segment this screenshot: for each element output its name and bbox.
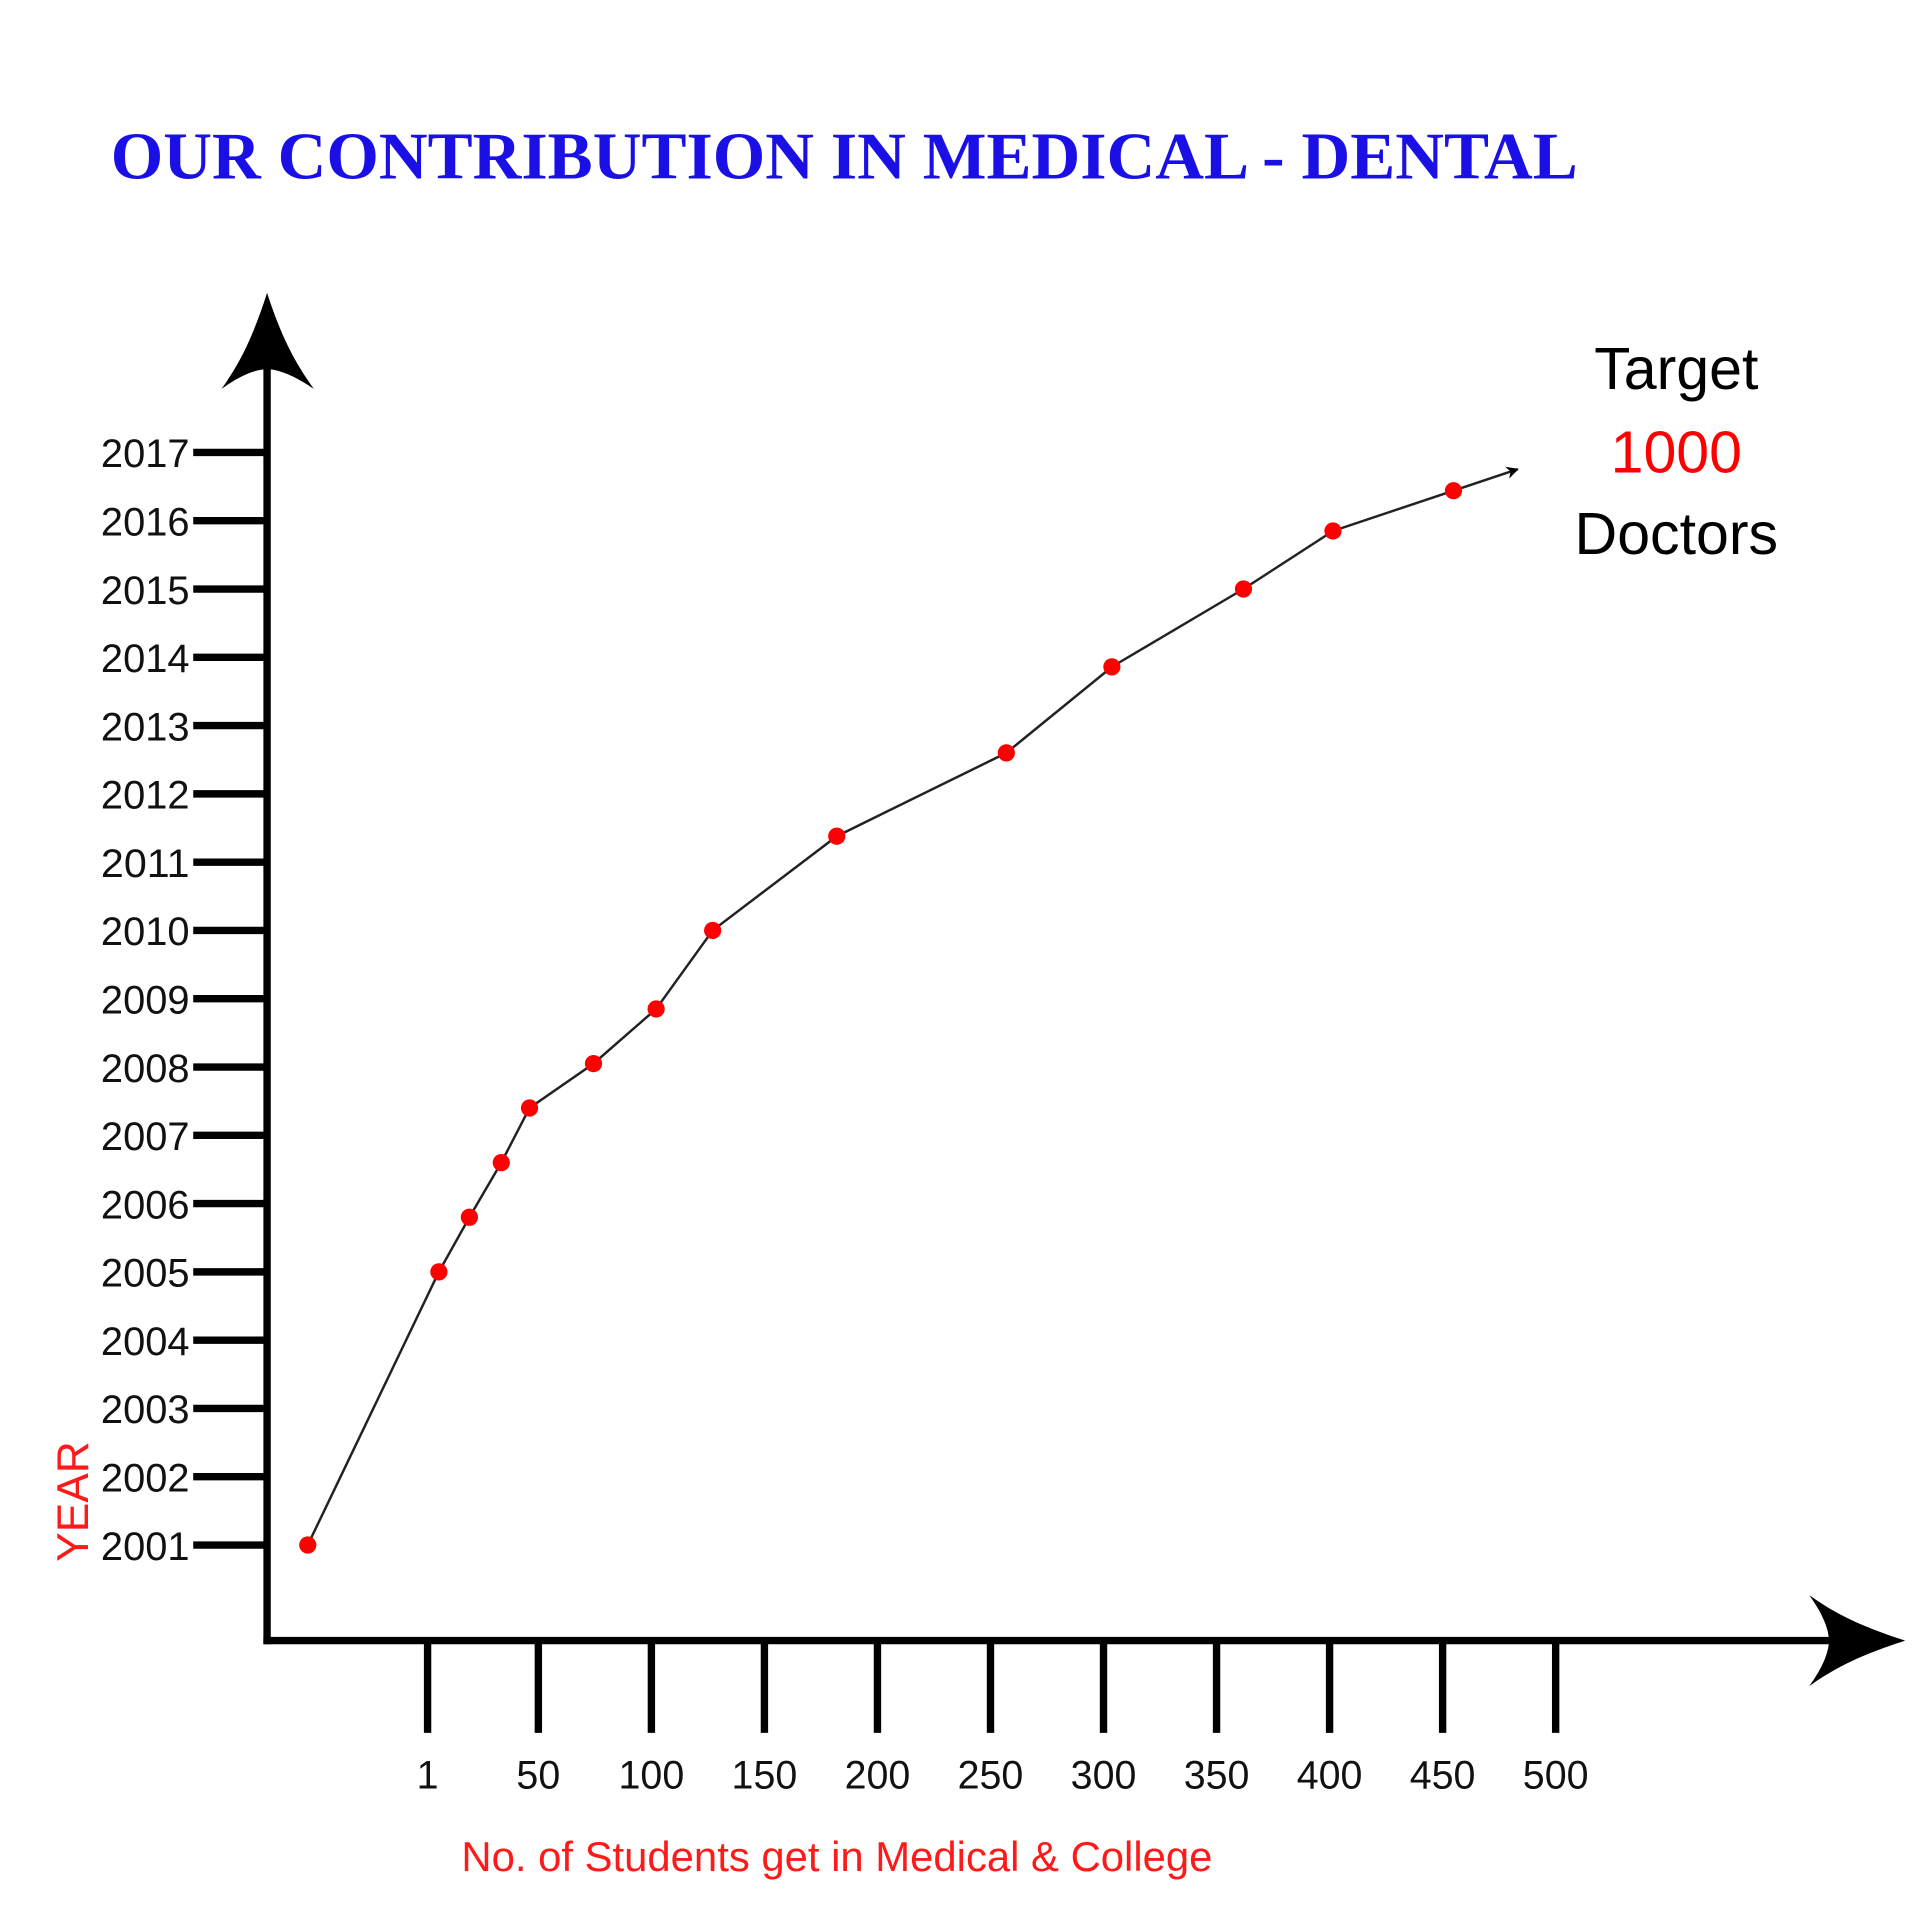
point <box>1234 580 1253 598</box>
line <box>306 489 1454 1546</box>
y-tick-label: 2002 <box>101 1456 190 1500</box>
x-tick-label: 1 <box>417 1753 439 1797</box>
y-tick-label: 2012 <box>101 774 190 818</box>
annotation: 1000 <box>1611 420 1742 486</box>
y-axis-arrow <box>221 292 314 389</box>
x-axis-label: No. of Students get in Medical & College <box>461 1833 1212 1880</box>
x-tick-label: 350 <box>1184 1753 1250 1797</box>
trend-arrow <box>1453 466 1519 492</box>
y-tick-label: 2009 <box>101 978 190 1022</box>
y-tick-label: 2016 <box>101 500 190 544</box>
x-tick-label: 400 <box>1297 1753 1363 1797</box>
point <box>1103 658 1121 676</box>
y-tick-label: 2010 <box>101 910 190 954</box>
y-tick-label: 2015 <box>101 569 190 613</box>
point <box>430 1263 448 1281</box>
y-tick-label: 2003 <box>101 1388 190 1432</box>
x-tick-label: 250 <box>958 1753 1024 1797</box>
point <box>460 1208 479 1226</box>
x-axis-arrow <box>1809 1595 1906 1687</box>
point <box>828 827 846 845</box>
y-tick-label: 2006 <box>101 1183 190 1227</box>
y-tick-label: 2004 <box>101 1320 190 1364</box>
point <box>492 1153 510 1172</box>
y-tick-label: 2001 <box>101 1525 190 1569</box>
point <box>704 921 722 940</box>
x-tick-label: 450 <box>1410 1753 1476 1797</box>
y-tick-label: 2013 <box>101 705 190 749</box>
y-tick-label: 2017 <box>101 432 190 476</box>
x-tick-label: 200 <box>845 1753 911 1797</box>
x-tick-label: 500 <box>1523 1753 1589 1797</box>
point <box>584 1054 603 1073</box>
y-tick-label: 2008 <box>101 1047 190 1091</box>
y-tick-label: 2011 <box>101 842 190 886</box>
x-tick-label: 100 <box>619 1753 685 1797</box>
point <box>997 744 1015 762</box>
point <box>299 1536 317 1554</box>
annotation: Target <box>1594 336 1758 402</box>
chart-title: OUR CONTRIBUTION IN MEDICAL - DENTAL <box>111 120 1578 193</box>
x-tick-label: 150 <box>732 1753 798 1797</box>
y-tick-label: 2007 <box>101 1115 190 1159</box>
x-tick-label: 50 <box>516 1753 560 1797</box>
y-tick-label: 2014 <box>101 637 190 681</box>
y-tick-label: 2005 <box>101 1252 190 1296</box>
x-tick-label: 300 <box>1071 1753 1137 1797</box>
point <box>1444 482 1463 500</box>
point <box>1324 522 1342 540</box>
point <box>520 1099 539 1117</box>
y-axis-label: YEAR <box>49 1441 98 1562</box>
annotation: Doctors <box>1575 501 1779 567</box>
point <box>647 1000 665 1018</box>
